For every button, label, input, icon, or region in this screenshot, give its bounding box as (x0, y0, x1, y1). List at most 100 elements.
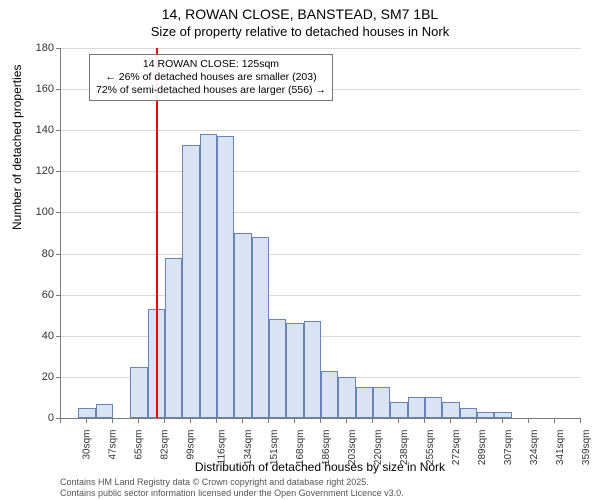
histogram-bar (234, 233, 251, 418)
x-tick-label: 168sqm (295, 430, 306, 466)
histogram-bar (321, 371, 338, 418)
x-tick-mark (60, 418, 61, 423)
histogram-bar (96, 404, 113, 418)
y-tick-mark (56, 295, 61, 296)
x-tick-mark (112, 418, 113, 423)
histogram-bar (200, 134, 217, 418)
annotation-box: 14 ROWAN CLOSE: 125sqm ← 26% of detached… (89, 54, 333, 101)
y-tick-label: 80 (14, 248, 54, 260)
x-tick-mark (294, 418, 295, 423)
histogram-bar (304, 321, 321, 418)
y-tick-label: 120 (14, 165, 54, 177)
y-tick-label: 140 (14, 124, 54, 136)
annotation-line-2: ← 26% of detached houses are smaller (20… (96, 71, 326, 84)
x-tick-mark (424, 418, 425, 423)
y-tick-label: 20 (14, 371, 54, 383)
x-tick-label: 65sqm (134, 430, 145, 460)
chart-subtitle: Size of property relative to detached ho… (0, 24, 600, 39)
histogram-bar (182, 145, 199, 418)
x-tick-mark (216, 418, 217, 423)
gridline (61, 48, 581, 49)
histogram-bar (390, 402, 407, 418)
x-tick-mark (86, 418, 87, 423)
y-tick-mark (56, 171, 61, 172)
histogram-bar (442, 402, 459, 418)
histogram-bar (425, 397, 442, 418)
gridline (61, 130, 581, 131)
x-tick-label: 186sqm (321, 430, 332, 466)
histogram-bar (286, 323, 303, 418)
x-tick-label: 307sqm (503, 430, 514, 466)
x-tick-label: 272sqm (451, 430, 462, 466)
x-tick-mark (554, 418, 555, 423)
gridline (61, 212, 581, 213)
histogram-bar (217, 136, 234, 418)
plot-area: 14 ROWAN CLOSE: 125sqm ← 26% of detached… (60, 48, 581, 419)
y-tick-label: 60 (14, 289, 54, 301)
histogram-bar (269, 319, 286, 418)
annotation-line-1: 14 ROWAN CLOSE: 125sqm (96, 58, 326, 71)
y-tick-mark (56, 89, 61, 90)
x-tick-mark (502, 418, 503, 423)
x-tick-label: 47sqm (108, 430, 119, 460)
x-tick-mark (164, 418, 165, 423)
y-tick-mark (56, 130, 61, 131)
gridline (61, 336, 581, 337)
x-tick-mark (476, 418, 477, 423)
histogram-bar (130, 367, 147, 418)
y-tick-label: 160 (14, 83, 54, 95)
gridline (61, 254, 581, 255)
x-tick-mark (190, 418, 191, 423)
y-tick-mark (56, 336, 61, 337)
x-tick-mark (450, 418, 451, 423)
histogram-bar (252, 237, 269, 418)
gridline (61, 295, 581, 296)
y-tick-label: 40 (14, 330, 54, 342)
x-tick-label: 220sqm (373, 430, 384, 466)
annotation-line-3: 72% of semi-detached houses are larger (… (96, 84, 326, 97)
y-tick-mark (56, 212, 61, 213)
x-tick-mark (138, 418, 139, 423)
x-tick-label: 82sqm (160, 430, 171, 460)
histogram-bar (356, 387, 373, 418)
reference-line (156, 48, 158, 418)
x-tick-mark (372, 418, 373, 423)
x-tick-label: 99sqm (186, 430, 197, 460)
histogram-bar (477, 412, 494, 418)
x-tick-label: 134sqm (243, 430, 254, 466)
x-tick-mark (528, 418, 529, 423)
x-tick-mark (346, 418, 347, 423)
y-tick-mark (56, 377, 61, 378)
credit-line-2: Contains public sector information licen… (60, 488, 404, 498)
x-tick-label: 341sqm (555, 430, 566, 466)
x-tick-label: 30sqm (82, 430, 93, 460)
x-tick-label: 151sqm (269, 430, 280, 466)
x-tick-mark (320, 418, 321, 423)
x-tick-label: 359sqm (581, 430, 592, 466)
credit-line-1: Contains HM Land Registry data © Crown c… (60, 477, 404, 487)
y-tick-label: 100 (14, 206, 54, 218)
y-tick-label: 180 (14, 42, 54, 54)
x-tick-label: 255sqm (425, 430, 436, 466)
x-tick-mark (580, 418, 581, 423)
x-tick-label: 116sqm (216, 430, 227, 465)
x-tick-mark (398, 418, 399, 423)
histogram-bar (338, 377, 355, 418)
y-tick-mark (56, 254, 61, 255)
gridline (61, 171, 581, 172)
histogram-bar (78, 408, 95, 418)
histogram-bar (373, 387, 390, 418)
x-tick-label: 203sqm (347, 430, 358, 466)
x-tick-mark (242, 418, 243, 423)
chart-title: 14, ROWAN CLOSE, BANSTEAD, SM7 1BL (0, 6, 600, 22)
y-tick-label: 0 (14, 412, 54, 424)
x-tick-mark (268, 418, 269, 423)
credit-text: Contains HM Land Registry data © Crown c… (60, 477, 404, 498)
x-tick-label: 238sqm (399, 430, 410, 466)
histogram-bar (165, 258, 182, 418)
x-axis-label: Distribution of detached houses by size … (60, 460, 580, 474)
x-tick-label: 289sqm (477, 430, 488, 466)
histogram-bar (408, 397, 425, 418)
y-tick-mark (56, 48, 61, 49)
chart-container: 14, ROWAN CLOSE, BANSTEAD, SM7 1BL Size … (0, 0, 600, 500)
